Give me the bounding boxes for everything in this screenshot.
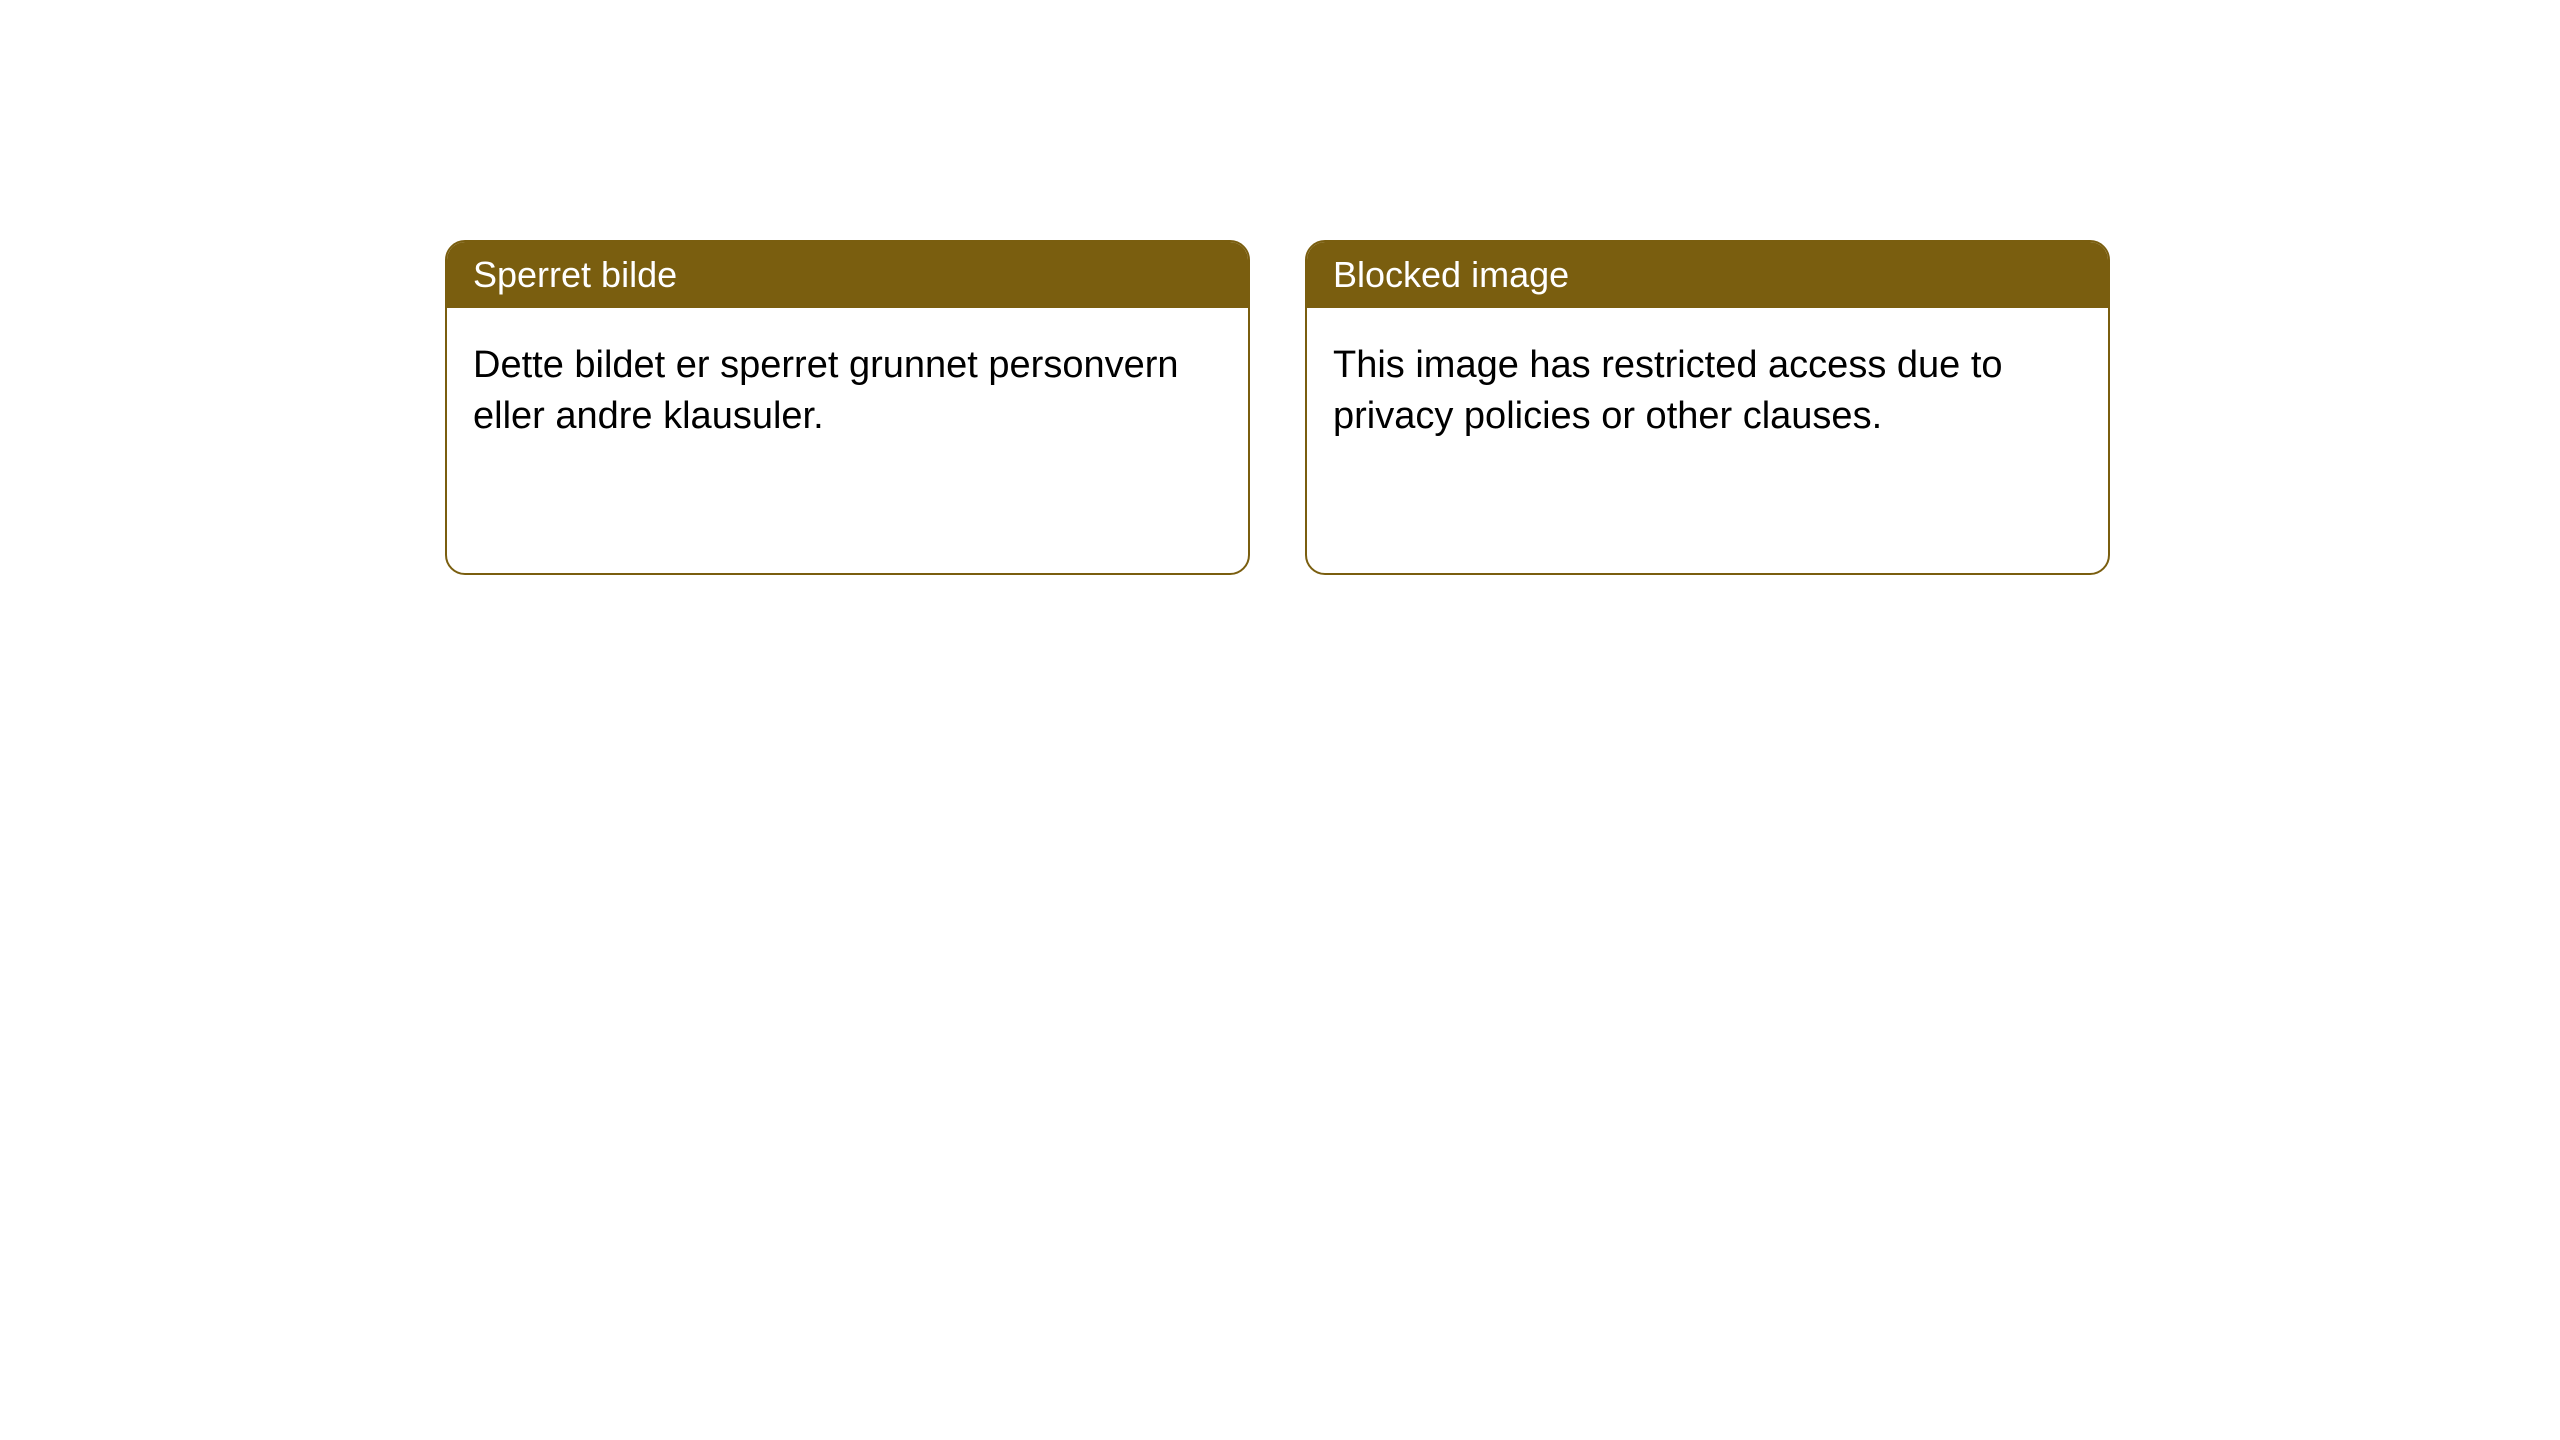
card-title-en: Blocked image: [1307, 242, 2108, 308]
card-title-no: Sperret bilde: [447, 242, 1248, 308]
card-body-no: Dette bildet er sperret grunnet personve…: [447, 308, 1248, 475]
blocked-image-card-no: Sperret bilde Dette bildet er sperret gr…: [445, 240, 1250, 575]
card-body-en: This image has restricted access due to …: [1307, 308, 2108, 475]
blocked-image-card-en: Blocked image This image has restricted …: [1305, 240, 2110, 575]
blocked-image-cards: Sperret bilde Dette bildet er sperret gr…: [445, 240, 2110, 575]
